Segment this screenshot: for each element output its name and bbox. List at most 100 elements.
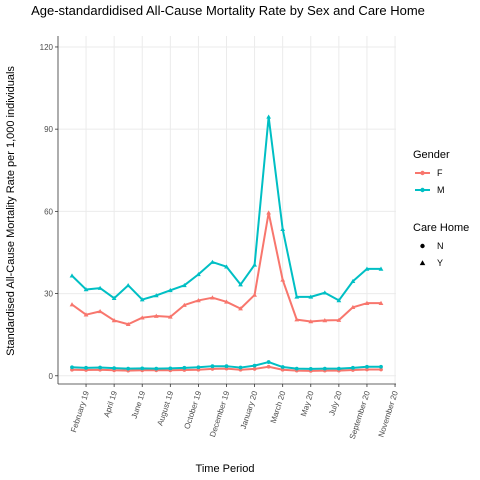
legend-item-m: M [415, 185, 445, 195]
y-tick-label: 60 [44, 207, 53, 216]
x-tick-label: October 19 [183, 389, 204, 430]
data-point [83, 287, 89, 292]
data-point [379, 367, 383, 372]
data-point [266, 360, 271, 364]
x-tick-label: May 20 [299, 389, 316, 417]
data-point [365, 364, 369, 369]
data-point [182, 365, 187, 370]
data-point [112, 366, 117, 371]
data-point [153, 293, 159, 298]
legend-item-n: N [420, 241, 444, 251]
legend-key-point [420, 187, 425, 193]
data-point [294, 366, 299, 371]
y-tick-label: 120 [40, 43, 54, 52]
data-point [364, 266, 370, 271]
data-point [139, 297, 145, 302]
legend-label: N [437, 241, 444, 251]
legend-label: Y [437, 258, 443, 268]
data-point [167, 287, 173, 293]
data-point [238, 282, 243, 287]
data-point [294, 317, 300, 322]
data-point [379, 364, 383, 369]
data-point [336, 317, 342, 322]
x-tick-label: September 20 [348, 389, 372, 440]
y-tick-label: 0 [49, 372, 54, 381]
data-point [322, 366, 327, 371]
data-point [336, 366, 341, 371]
data-point [196, 298, 201, 303]
legend-item-y: Y [419, 258, 443, 268]
series-f-y [69, 210, 384, 327]
data-point [336, 298, 342, 303]
grid [58, 36, 396, 384]
data-point [84, 365, 88, 370]
data-point [83, 312, 89, 317]
data-point [365, 367, 369, 372]
x-tick-label: November 20 [377, 389, 401, 438]
data-point [280, 226, 286, 231]
series-m-y [69, 114, 384, 303]
data-point [181, 302, 187, 307]
data-point [125, 321, 131, 327]
chart-title: Age-standardidised All-Cause Mortality R… [31, 3, 425, 18]
data-point [210, 367, 215, 371]
data-point [378, 266, 384, 271]
data-point [196, 272, 201, 277]
data-point [167, 314, 173, 319]
x-tick-label: December 19 [208, 389, 232, 438]
data-point [266, 114, 272, 119]
x-tick-label: January 20 [239, 389, 260, 430]
data-point [252, 363, 257, 368]
data-point [238, 365, 243, 370]
data-point [98, 365, 102, 370]
data-point [154, 366, 159, 371]
data-point [308, 367, 313, 371]
y-axis-title: Standardised All-Cause Mortality Rate pe… [5, 66, 17, 356]
data-point [97, 309, 103, 314]
data-point [69, 273, 75, 278]
data-point [294, 294, 300, 299]
data-point [153, 313, 159, 318]
axes: 0 30 60 90 120 February 19 April 19 June 19 Augu… [40, 36, 400, 440]
y-tick-label: 30 [44, 290, 53, 299]
data-point [280, 365, 285, 369]
series-layer [69, 114, 384, 373]
data-point [266, 364, 271, 369]
data-point [322, 318, 328, 323]
data-point [266, 210, 272, 215]
x-tick-label: August 19 [156, 389, 176, 427]
legend-item-f: F [415, 168, 443, 178]
legend-key-shape [419, 260, 426, 266]
data-point [252, 367, 257, 371]
data-point [139, 315, 145, 320]
data-point [70, 365, 74, 370]
data-point [280, 367, 285, 372]
data-point [280, 277, 286, 282]
y-tick-label: 90 [44, 125, 53, 134]
data-point [351, 365, 355, 370]
data-point [111, 295, 117, 301]
data-point [224, 364, 229, 369]
legend-label: M [437, 185, 445, 195]
data-point [308, 319, 314, 324]
data-point [378, 300, 384, 305]
x-tick-label: June 19 [130, 389, 148, 419]
data-point [125, 282, 131, 288]
x-tick-label: April 19 [102, 389, 119, 418]
legend-title-care-home: Care Home [413, 222, 469, 234]
legend-key-point [420, 170, 425, 176]
data-point [126, 366, 131, 371]
data-point [224, 299, 229, 304]
data-point [69, 302, 75, 307]
x-axis-title: Time Period [196, 463, 255, 475]
legend-key-shape [420, 243, 425, 249]
data-point [322, 290, 328, 295]
data-point [181, 282, 187, 288]
data-point [97, 285, 103, 290]
x-tick-label: February 19 [69, 389, 91, 433]
data-point [210, 259, 215, 264]
x-tick-label: July 20 [327, 389, 344, 416]
data-point [140, 366, 145, 371]
data-point [350, 278, 356, 284]
